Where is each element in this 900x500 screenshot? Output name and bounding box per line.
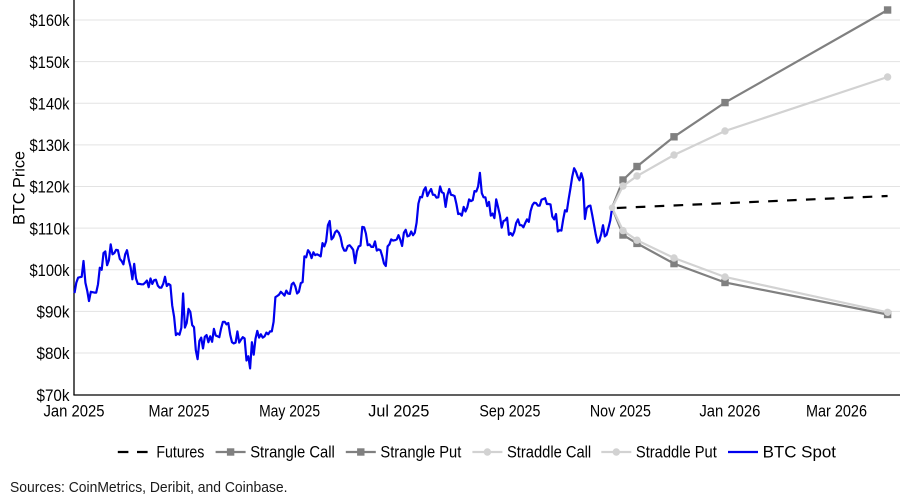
svg-text:Mar 2025: Mar 2025 (149, 401, 210, 420)
svg-text:Mar 2026: Mar 2026 (806, 401, 867, 420)
svg-text:Sources: CoinMetrics, Deribit,: Sources: CoinMetrics, Deribit, and Coinb… (10, 480, 288, 496)
svg-text:$110k: $110k (30, 219, 70, 238)
svg-text:Strangle Put: Strangle Put (380, 442, 461, 461)
svg-text:Jan 2026: Jan 2026 (699, 401, 760, 420)
svg-text:$160k: $160k (30, 11, 70, 30)
svg-text:$70k: $70k (37, 386, 70, 405)
svg-text:BTC Price: BTC Price (10, 151, 29, 225)
svg-text:Nov 2025: Nov 2025 (590, 401, 651, 420)
svg-text:$90k: $90k (37, 303, 70, 322)
svg-text:$100k: $100k (30, 261, 70, 280)
svg-text:Jul 2025: Jul 2025 (368, 401, 429, 420)
svg-text:$130k: $130k (30, 136, 70, 155)
svg-text:Strangle Call: Strangle Call (250, 442, 335, 461)
svg-text:May 2025: May 2025 (259, 401, 320, 420)
svg-text:Sep 2025: Sep 2025 (479, 401, 540, 420)
svg-text:$150k: $150k (30, 53, 70, 72)
svg-text:BTC Spot: BTC Spot (763, 442, 837, 461)
svg-text:$80k: $80k (37, 344, 70, 363)
svg-text:Futures: Futures (156, 442, 204, 461)
svg-text:$120k: $120k (30, 178, 70, 197)
svg-text:$140k: $140k (30, 95, 70, 114)
svg-text:Jan 2025: Jan 2025 (44, 401, 105, 420)
svg-text:Straddle Put: Straddle Put (636, 442, 717, 461)
svg-text:Straddle Call: Straddle Call (507, 442, 591, 461)
